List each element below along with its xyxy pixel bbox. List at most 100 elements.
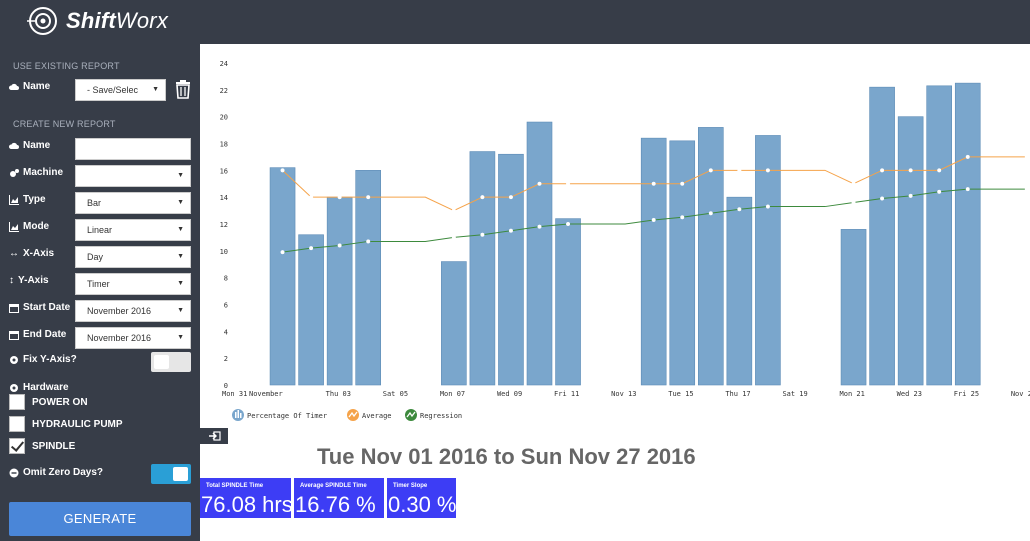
calendar-icon [9, 303, 19, 313]
chevron-down-icon: ▼ [177, 253, 184, 260]
x-tick-label: Wed 23 [897, 390, 922, 398]
regression-point [451, 235, 456, 240]
x-tick-label: Nov 27 [1011, 390, 1030, 398]
bar [669, 140, 696, 386]
machine-select[interactable]: ▼ [75, 165, 191, 187]
average-point [508, 195, 514, 200]
regression-point [908, 193, 913, 198]
regression-point [280, 250, 285, 255]
bar [726, 196, 753, 386]
type-select[interactable]: Bar ▼ [75, 192, 191, 214]
average-point [680, 181, 685, 186]
y-axis-select[interactable]: Timer ▼ [75, 273, 191, 295]
regression-point [566, 221, 571, 227]
legend-label: Average [362, 412, 392, 420]
average-point [737, 168, 742, 173]
mode-label: Mode [9, 221, 49, 232]
regression-point [366, 239, 371, 244]
report-name-input[interactable] [75, 138, 191, 160]
x-axis-select[interactable]: Day ▼ [75, 246, 191, 268]
average-point [851, 181, 856, 186]
cloud-icon [9, 83, 19, 90]
legend-bar-glyph [240, 413, 242, 418]
generate-button[interactable]: GENERATE [9, 502, 191, 536]
average-point [366, 195, 371, 200]
bar [697, 127, 724, 386]
power-on-checkbox[interactable] [9, 394, 25, 410]
top-bar: ShiftWorx [0, 0, 1030, 44]
average-point [708, 168, 713, 173]
average-point [651, 181, 656, 186]
regression-point [537, 224, 542, 229]
fix-y-axis-toggle[interactable] [151, 352, 191, 372]
regression-point [765, 204, 770, 209]
y-tick-label: 16 [220, 167, 228, 175]
chevron-down-icon: ▼ [152, 86, 159, 93]
chevron-down-icon: ▼ [177, 172, 184, 179]
x-tick-label: November [249, 390, 283, 398]
regression-point [880, 196, 885, 201]
y-tick-label: 24 [220, 60, 228, 68]
logo-icon [27, 7, 57, 35]
legend-label: Regression [420, 412, 462, 420]
area-chart-icon [9, 221, 19, 232]
x-tick-label: Thu 03 [326, 390, 351, 398]
date-range-title: Tue Nov 01 2016 to Sun Nov 27 2016 [317, 444, 696, 469]
existing-name-label: Name [9, 81, 50, 92]
regression-point [680, 215, 685, 220]
regression-point [737, 207, 742, 212]
bar [441, 261, 467, 386]
end-date-label: End Date [9, 329, 66, 340]
bar [640, 137, 667, 386]
average-point [280, 168, 285, 173]
vertical-arrows-icon: ↕ [9, 275, 14, 286]
x-tick-label: Mon 31 [222, 390, 247, 398]
stat-average-time: Average SPINDLE Time 16.76 % [294, 478, 384, 518]
regression-point [708, 211, 713, 216]
fix-y-axis-label: Fix Y-Axis? [9, 354, 77, 365]
y-tick-label: 6 [224, 302, 228, 310]
x-axis-label: ↔ X-Axis [9, 248, 55, 259]
collapse-sidebar-button[interactable] [200, 428, 228, 444]
hardware-spindle[interactable]: SPINDLE [9, 438, 75, 454]
legend-line-glyph [406, 411, 416, 418]
toggle-knob [154, 355, 169, 369]
bar [869, 86, 895, 386]
end-date-select[interactable]: November 2016 ▼ [75, 327, 191, 349]
machine-label: Machine [9, 167, 63, 178]
spindle-checkbox[interactable] [9, 438, 25, 454]
mode-select[interactable]: Linear ▼ [75, 219, 191, 241]
chevron-down-icon: ▼ [177, 199, 184, 206]
area-chart-icon [9, 194, 19, 205]
bar [269, 167, 296, 386]
regression-point [937, 189, 942, 194]
legend-bar-glyph [235, 412, 237, 418]
trash-icon[interactable] [174, 79, 192, 99]
y-tick-label: 12 [220, 221, 228, 229]
regression-point [480, 232, 485, 237]
stat-value: 0.30 % [388, 492, 457, 517]
start-date-select[interactable]: November 2016 ▼ [75, 300, 191, 322]
y-tick-label: 22 [220, 87, 228, 95]
type-label: Type [9, 194, 46, 205]
average-point [765, 168, 770, 173]
x-tick-label: Thu 17 [725, 390, 750, 398]
hydraulic-pump-checkbox[interactable] [9, 416, 25, 432]
average-point [965, 154, 970, 159]
bar [498, 153, 524, 386]
hardware-label: Hardware [9, 382, 69, 393]
start-date-label: Start Date [9, 302, 70, 313]
brand-logo[interactable]: ShiftWorx [66, 8, 169, 33]
legend-line-glyph [348, 411, 358, 418]
y-tick-label: 20 [220, 114, 228, 122]
saved-report-select[interactable]: - Save/Selec ▼ [75, 79, 166, 101]
bar [326, 196, 353, 386]
y-tick-label: 8 [224, 275, 228, 283]
regression-point [337, 243, 342, 248]
legend-label: Percentage Of Timer [247, 412, 327, 420]
omit-zero-days-toggle[interactable] [151, 464, 191, 484]
average-point [480, 195, 485, 200]
hardware-power-on[interactable]: POWER ON [9, 394, 88, 410]
hardware-hydraulic-pump[interactable]: HYDRAULIC PUMP [9, 416, 123, 432]
